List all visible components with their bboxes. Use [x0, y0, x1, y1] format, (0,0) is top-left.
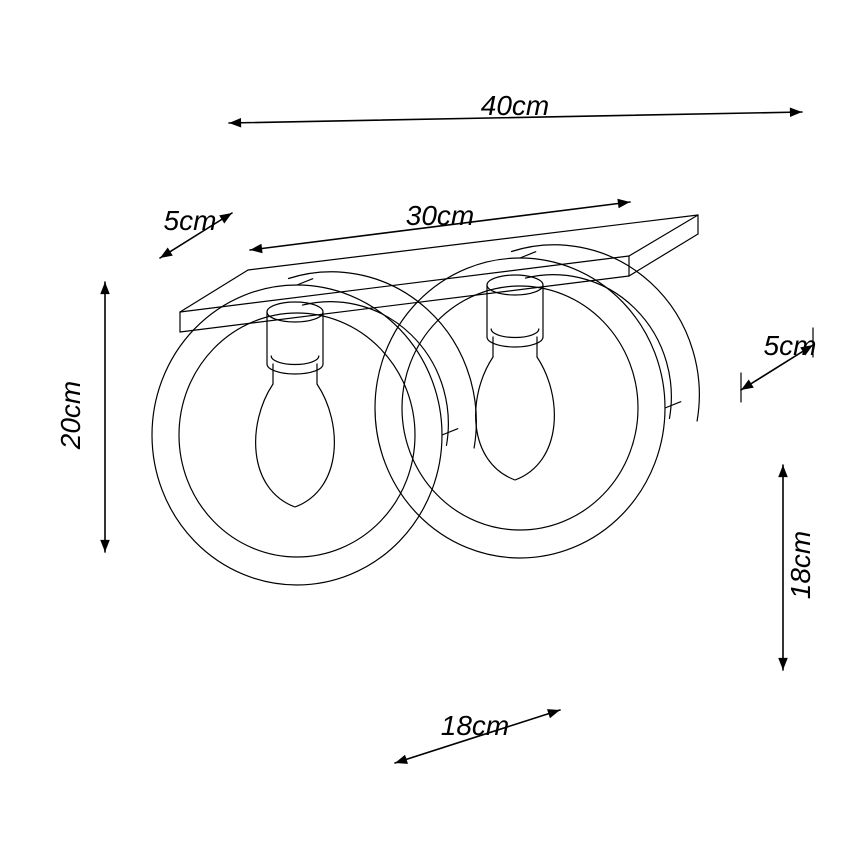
svg-text:5cm: 5cm — [164, 205, 217, 236]
svg-text:30cm: 30cm — [406, 200, 474, 231]
lamp-drawing — [152, 215, 699, 585]
svg-text:40cm: 40cm — [481, 90, 549, 121]
svg-text:20cm: 20cm — [55, 381, 86, 450]
svg-text:18cm: 18cm — [441, 710, 509, 741]
svg-text:18cm: 18cm — [785, 531, 816, 599]
svg-text:5cm: 5cm — [764, 330, 817, 361]
